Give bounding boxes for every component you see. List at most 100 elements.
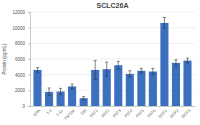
x-tick-label: EPA [32, 108, 41, 117]
error-cap [36, 72, 39, 73]
grid-line [30, 90, 195, 91]
bar [126, 74, 134, 106]
y-tick-label: 6000 [15, 57, 26, 62]
x-tick: P0T4 [123, 106, 134, 118]
bar [149, 72, 157, 106]
error-line [72, 84, 73, 89]
x-tick: DCF2 [169, 106, 180, 119]
x-tick-label: P0T5 [135, 108, 146, 119]
x-tick: DCF1 [157, 106, 168, 119]
error-bar [105, 62, 108, 76]
y-tick-label: 12000 [12, 10, 25, 15]
error-cap [186, 62, 189, 63]
y-tick-label: 2000 [15, 88, 26, 93]
error-cap [82, 96, 85, 97]
y-tick-mark [28, 43, 30, 44]
y-tick-mark [28, 28, 30, 29]
grid-line [30, 74, 195, 75]
error-bar [59, 88, 62, 94]
bar [33, 70, 41, 106]
x-tick: P0T5 [135, 106, 146, 118]
error-line [175, 60, 176, 66]
y-axis-title: Protein (pg/mL) [2, 43, 7, 75]
error-bar [94, 61, 97, 80]
error-cap [151, 68, 154, 69]
error-cap [140, 73, 143, 74]
error-line [118, 61, 119, 69]
error-line [141, 68, 142, 73]
error-cap [105, 76, 108, 77]
x-tick-label: T-4 [45, 108, 53, 116]
x-tick-label: Ctrl [79, 108, 87, 116]
y-tick: 2000 [15, 88, 30, 93]
y-tick: 10000 [12, 26, 30, 31]
bar [160, 23, 168, 106]
x-tick-label: FMT04 [63, 108, 76, 121]
y-axis: 0 2000 4000 6000 8000 10000 12000 [12, 10, 30, 109]
error-bar [163, 17, 166, 28]
x-tick: T-4 [45, 106, 53, 116]
error-bar [151, 68, 154, 74]
error-cap [59, 88, 62, 89]
x-tick: P0T1 [89, 106, 100, 118]
y-tick-label: 4000 [15, 73, 26, 78]
y-tick: 4000 [15, 73, 30, 78]
error-line [37, 68, 38, 73]
error-cap [174, 66, 177, 67]
x-tick-label: DCF3 [180, 108, 191, 119]
grid-line [30, 27, 195, 28]
error-line [83, 97, 84, 100]
y-tick-mark [28, 106, 30, 107]
bar [172, 63, 180, 106]
grid-line [30, 106, 195, 107]
error-line [129, 71, 130, 77]
x-tick-label: DCF2 [169, 108, 180, 119]
y-tick-mark [28, 90, 30, 91]
error-cap [117, 61, 120, 62]
y-tick-mark [28, 75, 30, 76]
error-cap [59, 94, 62, 95]
y-tick-mark [28, 59, 30, 60]
error-bar [71, 84, 74, 89]
x-tick-label: P0T3 [112, 108, 123, 119]
chart: 0 2000 4000 6000 8000 10000 12000 EPA T-4T-3+FMT… [0, 0, 200, 125]
y-tick-label: 8000 [15, 41, 26, 46]
x-tick-label: P0T6 [146, 108, 157, 119]
error-line [49, 88, 50, 96]
error-bar [48, 88, 51, 96]
y-tick: 0 [22, 104, 30, 109]
error-cap [48, 87, 51, 88]
error-cap [163, 17, 166, 18]
y-tick: 8000 [15, 41, 30, 46]
grid-line [30, 43, 195, 44]
error-cap [128, 70, 131, 71]
error-line [60, 88, 61, 94]
title: SCLC26A [97, 2, 129, 9]
bars [33, 17, 191, 106]
grid [30, 12, 195, 106]
error-bar [36, 68, 39, 73]
y-tick-mark [28, 12, 30, 13]
x-tick: EPA [32, 106, 41, 117]
x-tick-label: P0T1 [89, 108, 100, 119]
x-axis: EPAT-4T-3+FMT04CtrlP0T1P0T2P0T3P0T4P0T5P… [31, 106, 196, 121]
error-line [95, 61, 96, 80]
error-bar [128, 71, 131, 77]
grid-line [30, 59, 195, 60]
y-axis-line [28, 13, 31, 107]
x-tick: P0T6 [146, 106, 157, 118]
error-bar [117, 61, 120, 69]
error-cap [140, 68, 143, 69]
bar [137, 71, 145, 106]
error-cap [117, 69, 120, 70]
error-cap [163, 28, 166, 29]
error-cap [71, 88, 74, 89]
error-bar [174, 60, 177, 66]
error-bar [140, 68, 143, 73]
error-cap [94, 79, 97, 80]
error-cap [128, 77, 131, 78]
x-tick: T-3+ [55, 106, 65, 117]
x-tick: FMT04 [63, 106, 76, 121]
plot: 0 2000 4000 6000 8000 10000 12000 EPA T-4T-3+FMT… [12, 10, 195, 121]
bar [183, 61, 191, 106]
